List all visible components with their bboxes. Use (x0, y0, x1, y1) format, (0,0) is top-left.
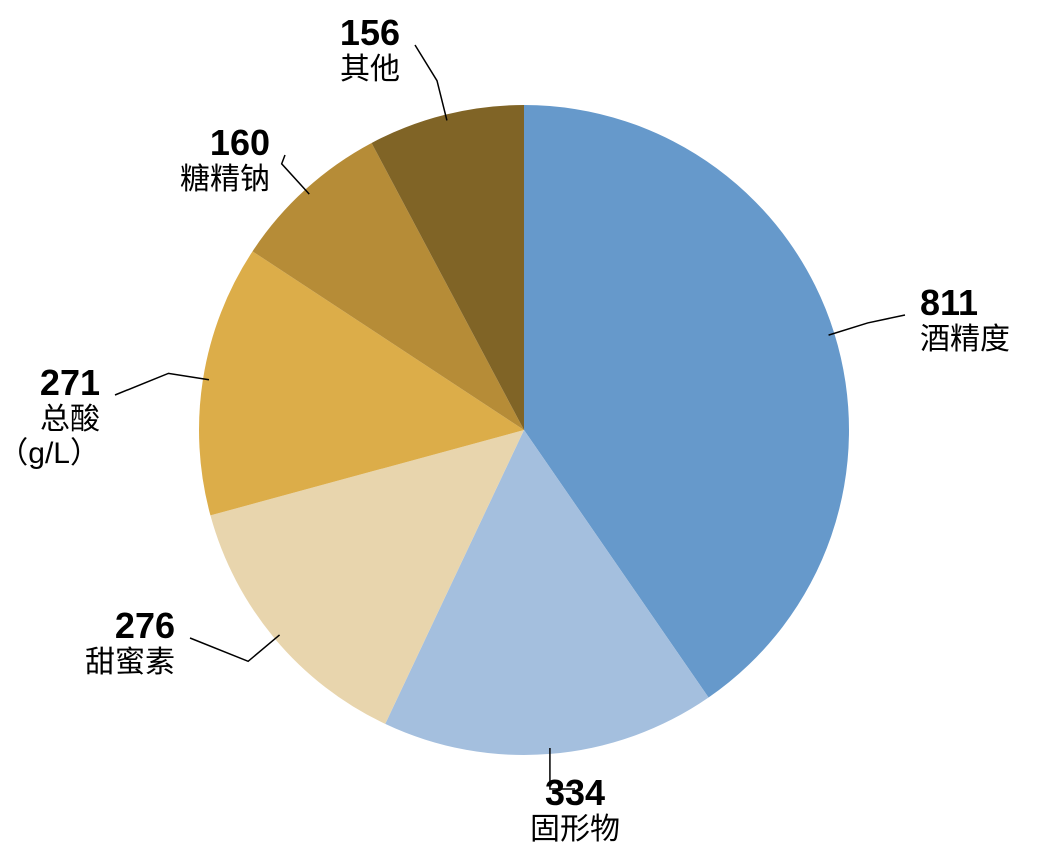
slice-label: 糖精钠 (180, 163, 270, 196)
slice-value: 811 (920, 282, 978, 323)
slice-label: （以乙酸计）（g/L） (0, 437, 100, 470)
slice-value: 271 (40, 362, 100, 403)
slice-label: 总酸 (40, 403, 100, 436)
slice-label: 其他 (340, 53, 400, 86)
slice-label: 甜蜜素 (85, 646, 175, 679)
pie-svg: 811酒精度 334固形物 276甜蜜素 271总酸（以乙酸计）（g/L） 160糖精钠… (0, 0, 1048, 850)
slice-value: 276 (115, 605, 175, 646)
slice-label: 固形物 (530, 813, 620, 846)
slice-value: 160 (210, 122, 270, 163)
pie-chart: 811酒精度 334固形物 276甜蜜素 271总酸（以乙酸计）（g/L） 160糖精钠… (0, 0, 1048, 850)
slice-label: 酒精度 (920, 323, 1010, 356)
slice-value: 334 (545, 772, 605, 813)
slice-value: 156 (340, 12, 400, 53)
